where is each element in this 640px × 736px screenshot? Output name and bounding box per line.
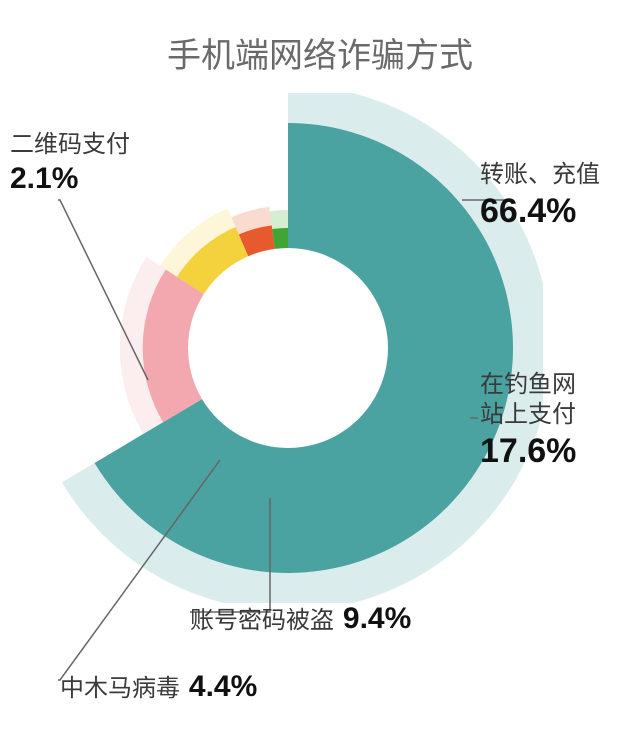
slice-label: 中木马病毒 4.4% <box>60 668 257 706</box>
chart-title: 手机端网络诈骗方式 <box>0 28 640 77</box>
slice-label: 账号密码被盗 9.4% <box>190 600 411 638</box>
slice-label: 在钓鱼网站上支付17.6% <box>480 370 576 473</box>
slice-label: 二维码支付2.1% <box>10 130 130 198</box>
slice <box>272 228 288 249</box>
donut-hole <box>220 280 356 416</box>
slice-label: 转账、充值66.4% <box>480 160 600 233</box>
